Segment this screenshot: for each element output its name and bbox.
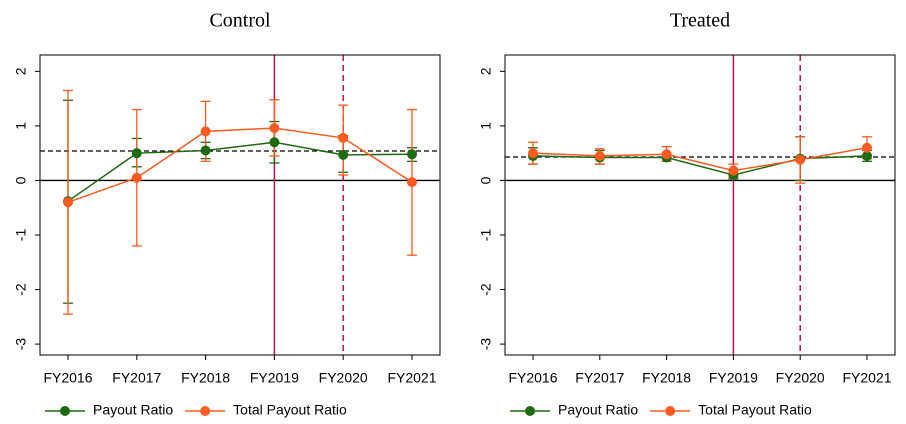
legend-marker: [60, 406, 70, 416]
point: [407, 177, 417, 188]
point: [200, 145, 211, 156]
x-tick-label: FY2020: [776, 370, 825, 386]
point: [795, 154, 806, 165]
point: [862, 142, 872, 153]
point: [269, 123, 280, 134]
point: [200, 126, 211, 137]
x-tick-label: FY2021: [842, 370, 891, 386]
y-tick-label: -1: [13, 229, 29, 242]
x-tick-label: FY2017: [112, 370, 161, 386]
series-line: [532, 155, 868, 176]
series-line: [67, 127, 413, 203]
y-tick-label: 1: [13, 122, 29, 130]
point: [661, 149, 672, 160]
x-tick-label: FY2021: [387, 370, 436, 386]
point: [63, 197, 73, 208]
point: [338, 149, 349, 160]
point: [338, 132, 349, 143]
y-tick-label: 1: [478, 122, 494, 130]
y-tick-label: -3: [478, 338, 494, 351]
legend-label: Payout Ratio: [93, 402, 173, 418]
point: [131, 148, 142, 159]
series-line: [532, 146, 868, 172]
y-tick-label: -2: [13, 283, 29, 296]
legend-label: Payout Ratio: [558, 402, 638, 418]
x-tick-label: FY2018: [642, 370, 691, 386]
panel-title: Treated: [670, 10, 730, 32]
point: [528, 148, 538, 159]
legend-marker: [665, 406, 676, 416]
point: [131, 172, 142, 183]
y-tick-label: 2: [478, 67, 494, 75]
x-tick-label: FY2018: [181, 370, 230, 386]
point: [728, 165, 739, 176]
x-tick-label: FY2016: [508, 370, 557, 386]
legend-marker: [200, 406, 211, 416]
y-tick-label: 0: [478, 176, 494, 184]
legend-label: Total Payout Ratio: [698, 402, 812, 418]
plot-frame: [504, 54, 896, 356]
x-tick-label: FY2019: [250, 370, 299, 386]
x-tick-label: FY2016: [43, 370, 92, 386]
y-tick-label: 0: [13, 176, 29, 184]
legend-label: Total Payout Ratio: [233, 402, 347, 418]
plot-frame: [39, 54, 441, 356]
x-tick-label: FY2017: [575, 370, 624, 386]
y-tick-label: -2: [478, 283, 494, 296]
point: [862, 150, 872, 161]
point: [594, 150, 605, 161]
y-tick-label: -3: [13, 338, 29, 351]
panel-title: Control: [209, 10, 271, 32]
panel: Treated -3 -2 -1 0 1 2 FY2016 FY2017 FY2018 FY2019…: [478, 10, 896, 418]
x-tick-label: FY2019: [709, 370, 758, 386]
y-tick-label: 2: [13, 67, 29, 75]
legend-marker: [525, 406, 535, 416]
x-tick-label: FY2020: [319, 370, 368, 386]
series-line: [67, 141, 413, 202]
y-tick-label: -1: [478, 229, 494, 242]
point: [269, 137, 280, 148]
point: [407, 149, 417, 160]
panel: Control -3 -2 -1 0 1 2 FY2016 FY2017 FY2018 FY2019…: [13, 10, 441, 418]
